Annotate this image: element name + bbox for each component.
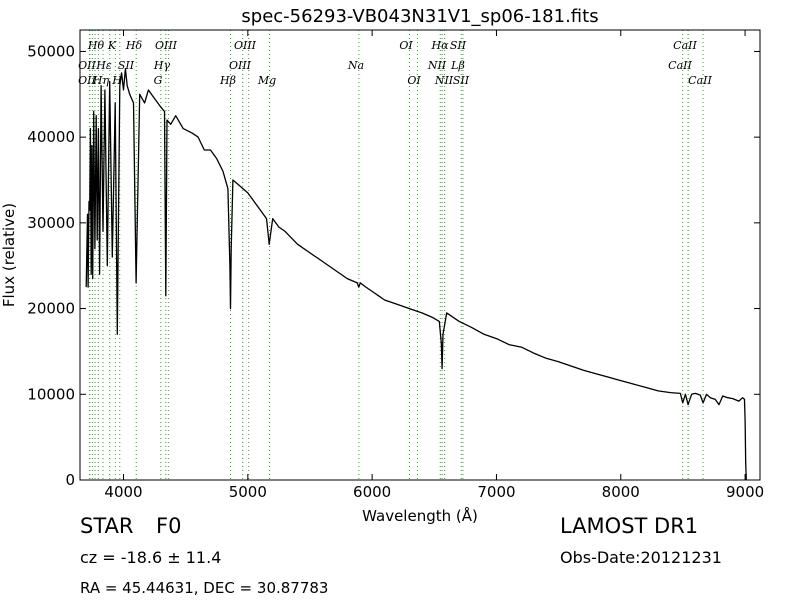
y-axis-ticks: 0 10000 20000 30000 40000 50000 [27,42,760,489]
spectral-line-label: Hα [430,39,449,52]
spectral-line-label: CaII [673,39,697,52]
plot-area-frame [79,29,761,481]
spectral-line-label: OIII [234,39,257,52]
spectral-line-markers [89,30,704,480]
coordinates-text: RA = 45.44631, DEC = 30.87783 [80,579,329,597]
spectral-line-label: CaII [668,59,692,72]
y-tick-label: 40000 [27,128,75,146]
x-tick-label: 9000 [726,483,764,501]
y-tick-label: 50000 [27,42,75,60]
x-axis-ticks: 4000 5000 6000 7000 8000 9000 [104,30,764,501]
observation-date-text: Obs-Date:20121231 [560,548,722,567]
spectral-line-label: OIII [229,59,252,72]
object-subclass-label: F0 [156,514,182,538]
spectral-line-label: NII [427,59,447,72]
x-tick-label: 7000 [477,483,515,501]
x-tick-label: 4000 [104,483,142,501]
spectral-line-label: K [107,39,117,52]
survey-label: LAMOST DR1 [560,514,699,538]
spectral-line-label: OI [407,74,421,87]
x-tick-label: 5000 [229,483,267,501]
spectral-line-label: Hθ [87,39,105,52]
spectral-line-label: NII [434,74,454,87]
spectral-line-label: Hδ [125,39,143,52]
spectral-line-label: CaII [688,74,712,87]
spectral-line-label: OIII [155,39,178,52]
x-tick-label: 8000 [602,483,640,501]
y-axis-label: Flux (relative) [0,203,18,307]
spectral-line-label: H [111,74,122,87]
object-class-label: STAR [80,514,134,538]
spectral-line-label: Mg [257,74,276,87]
chart-title: spec-56293-VB043N31V1_sp06-181.fits [241,6,598,27]
spectral-line-label: OII [78,74,96,87]
spectral-line-label: G [154,74,163,87]
x-axis-label: Wavelength (Å) [362,506,478,525]
y-tick-label: 30000 [27,214,75,232]
spectral-line-label: SII [450,39,467,52]
spectral-line-label: Hε [95,59,112,72]
redshift-text: cz = -18.6 ± 11.4 [80,548,222,567]
spectral-line-label: Hγ [153,59,171,72]
spectral-line-label: Lβ [450,59,465,72]
spectral-line-label: Na [347,59,364,72]
spectral-line-label: Hβ [219,74,236,87]
spectral-line-label: SII [453,74,470,87]
spectral-line-label: SII [118,59,135,72]
spectrum-series-line [85,67,747,481]
spectral-line-label: OI [399,39,413,52]
spectral-line-label: Hη [92,74,110,87]
y-tick-label: 10000 [27,385,75,403]
spectral-line-label: OII [78,59,96,72]
x-tick-label: 6000 [353,483,391,501]
y-tick-label: 0 [65,471,75,489]
y-tick-label: 20000 [27,300,75,318]
